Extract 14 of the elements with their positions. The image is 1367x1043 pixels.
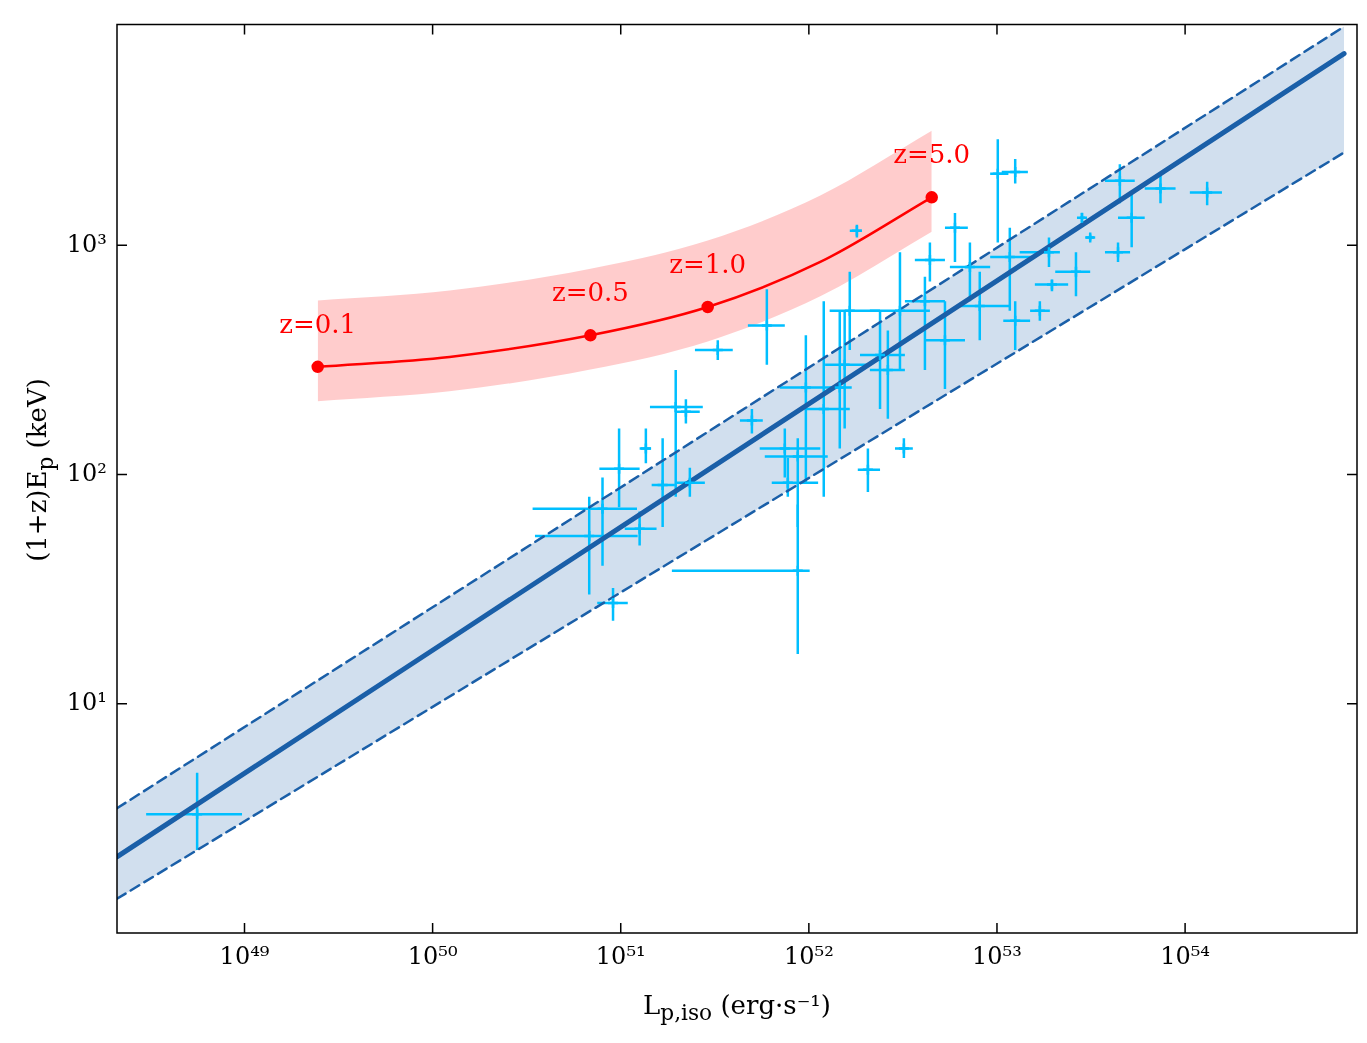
annotation: z=5.0	[893, 139, 971, 170]
x-tick-label: 10⁵³	[972, 941, 1022, 970]
annotation: z=0.5	[552, 277, 629, 308]
annotation: z=1.0	[669, 249, 747, 280]
y-tick-label: 10²	[66, 458, 107, 487]
x-tick-label: 10⁵¹	[595, 941, 646, 970]
x-tick-label: 10⁵⁴	[1160, 941, 1210, 970]
x-tick-label: 10⁵⁰	[407, 941, 458, 970]
annotation: z=0.1	[279, 308, 357, 339]
y-tick-label: 10³	[66, 229, 107, 258]
x-axis-title: L$_{p,iso}$ (erg·s⁻¹)	[642, 990, 832, 1026]
x-tick-label: 10⁵²	[783, 941, 834, 970]
y-tick-label: 10¹	[66, 688, 107, 717]
x-tick-label: 10⁴⁹	[219, 941, 270, 970]
